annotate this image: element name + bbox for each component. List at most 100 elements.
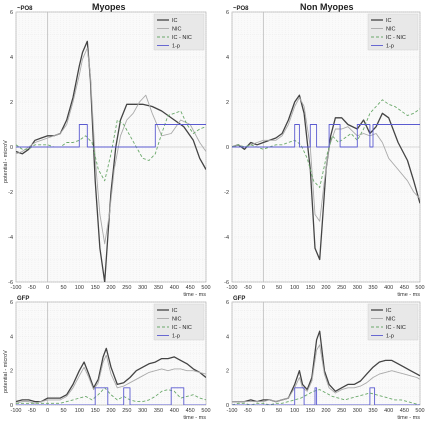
y-tick-label: 6 xyxy=(10,10,13,16)
x-tick-label: 100 xyxy=(75,285,84,291)
legend-label: NIC xyxy=(386,27,396,33)
x-tick-label: -100 xyxy=(226,408,237,414)
y-tick-label: 4 xyxy=(10,55,13,61)
legend-label: IC - NIC xyxy=(386,35,406,41)
x-tick-label: 300 xyxy=(353,285,362,291)
series-ic xyxy=(232,330,420,403)
panel-tag: ~PO8 xyxy=(17,6,33,12)
x-axis-unit: time - ms xyxy=(183,292,206,298)
x-tick-label: 250 xyxy=(122,285,131,291)
series-1-p xyxy=(16,387,206,405)
legend-label: NIC xyxy=(386,317,396,323)
legend-label: IC xyxy=(172,308,178,314)
y-tick-label: 0 xyxy=(226,403,229,409)
x-tick-label: -50 xyxy=(28,408,36,414)
series-nic xyxy=(16,354,206,404)
x-tick-label: 100 xyxy=(290,285,299,291)
y-tick-label: 4 xyxy=(226,334,229,340)
panel-tag: ~PO8 xyxy=(233,6,249,12)
x-axis-unit: time - ms xyxy=(397,415,420,421)
x-tick-label: 0 xyxy=(262,285,265,291)
x-tick-label: 150 xyxy=(91,408,100,414)
legend-label: NIC xyxy=(172,27,182,33)
x-tick-label: -50 xyxy=(244,408,252,414)
series-1-p xyxy=(232,387,420,405)
x-tick-label: 400 xyxy=(170,408,179,414)
series-ic-nic xyxy=(16,110,206,182)
x-tick-label: 250 xyxy=(337,285,346,291)
series-nic xyxy=(232,344,420,403)
x-tick-label: 250 xyxy=(337,408,346,414)
x-tick-label: 450 xyxy=(186,408,195,414)
x-tick-label: 400 xyxy=(170,285,179,291)
x-tick-label: 400 xyxy=(384,285,393,291)
series-1-p xyxy=(16,124,206,148)
x-tick-label: 100 xyxy=(75,408,84,414)
legend-label: IC - NIC xyxy=(172,35,192,41)
x-tick-label: 300 xyxy=(138,285,147,291)
chart-panel-0: -100 -50 0 50 100 150 200 250 300 350 400 450 500 -6 -… xyxy=(8,6,210,298)
series-nic xyxy=(232,97,420,222)
x-tick-label: 150 xyxy=(306,408,315,414)
x-tick-label: 350 xyxy=(368,285,377,291)
x-tick-label: 200 xyxy=(106,285,115,291)
x-tick-label: 500 xyxy=(201,285,210,291)
y-tick-label: 6 xyxy=(10,300,13,306)
legend-label: 1-p xyxy=(386,44,394,50)
x-tick-label: 500 xyxy=(415,285,424,291)
x-tick-label: 200 xyxy=(321,285,330,291)
series-ic xyxy=(232,94,420,261)
x-axis-unit: time - ms xyxy=(397,292,420,298)
legend-label: 1-p xyxy=(172,44,180,50)
y-tick-label: -4 xyxy=(8,235,13,241)
column-title-myopes: Myopes xyxy=(92,2,126,12)
y-tick-label: 2 xyxy=(10,369,13,375)
x-tick-label: 350 xyxy=(368,408,377,414)
x-tick-label: 500 xyxy=(415,408,424,414)
x-tick-label: 50 xyxy=(60,408,66,414)
y-tick-label: 6 xyxy=(226,300,229,306)
series-ic-nic xyxy=(232,389,420,405)
x-tick-label: 450 xyxy=(186,285,195,291)
legend-label: IC xyxy=(386,18,392,24)
y-tick-label: 0 xyxy=(10,403,13,409)
panel-tag: GFP xyxy=(17,296,29,302)
x-tick-label: 0 xyxy=(46,408,49,414)
y-tick-label: 0 xyxy=(10,145,13,151)
x-tick-label: 350 xyxy=(154,408,163,414)
x-tick-label: -100 xyxy=(10,285,21,291)
x-tick-label: 400 xyxy=(384,408,393,414)
legend-label: 1-p xyxy=(172,334,180,340)
series-ic-nic xyxy=(232,99,420,188)
legend-label: IC xyxy=(386,308,392,314)
x-tick-label: 300 xyxy=(138,408,147,414)
x-tick-label: -50 xyxy=(28,285,36,291)
y-tick-label: 4 xyxy=(226,55,229,61)
series-1-p xyxy=(232,124,420,148)
series-ic xyxy=(16,40,206,282)
x-tick-label: 50 xyxy=(276,285,282,291)
y-tick-label: 4 xyxy=(10,334,13,340)
legend-label: IC xyxy=(172,18,178,24)
y-tick-label: 2 xyxy=(226,369,229,375)
x-tick-label: 0 xyxy=(46,285,49,291)
y-tick-label: -2 xyxy=(8,190,13,196)
x-tick-label: -50 xyxy=(244,285,252,291)
legend-label: 1-p xyxy=(386,334,394,340)
x-tick-label: 200 xyxy=(106,408,115,414)
x-tick-label: -100 xyxy=(226,285,237,291)
legend-label: IC - NIC xyxy=(386,325,406,331)
x-tick-label: 200 xyxy=(321,408,330,414)
y-tick-label: 2 xyxy=(10,100,13,106)
x-tick-label: 150 xyxy=(91,285,100,291)
x-tick-label: 100 xyxy=(290,408,299,414)
x-tick-label: 450 xyxy=(400,285,409,291)
x-tick-label: 0 xyxy=(262,408,265,414)
y-tick-label: 0 xyxy=(226,145,229,151)
series-nic xyxy=(16,47,206,245)
series-ic xyxy=(16,347,206,403)
x-tick-label: 50 xyxy=(276,408,282,414)
panel-tag: GFP xyxy=(233,296,245,302)
